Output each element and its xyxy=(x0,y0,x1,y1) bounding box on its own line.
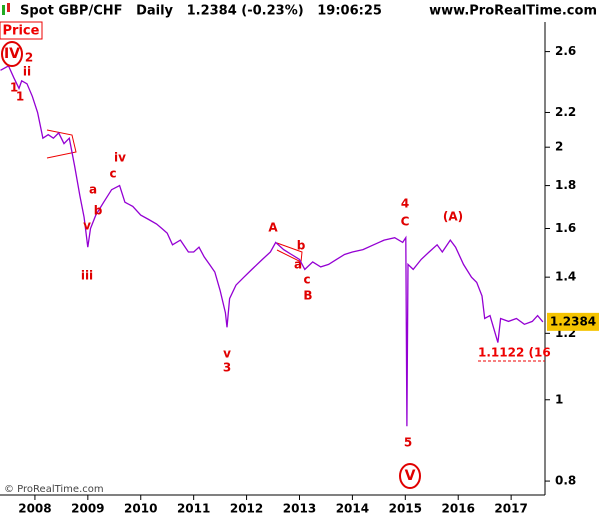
wave-label: (A) xyxy=(443,210,463,224)
wave-circle xyxy=(1,41,23,67)
wave-label: V xyxy=(405,468,416,484)
x-tick-label: 2016 xyxy=(442,502,475,516)
site: www.ProRealTime.com xyxy=(429,4,597,19)
y-tick-label: 2 xyxy=(555,140,563,154)
x-tick-label: 2015 xyxy=(389,502,422,516)
wave-label: v xyxy=(83,219,91,233)
wave-label: a xyxy=(89,183,97,197)
wave-label: B xyxy=(303,289,312,303)
x-tick-label: 2009 xyxy=(71,502,104,516)
icon xyxy=(7,3,10,12)
y-tick-label: 1.8 xyxy=(555,178,576,192)
y-tick-label: 1.4 xyxy=(555,270,576,284)
wave-label: 1 xyxy=(16,90,24,104)
wave-label: 3 xyxy=(223,361,231,375)
wave-label: 4 xyxy=(401,197,409,211)
wave-label: ii xyxy=(23,65,31,79)
x-tick-label: 2013 xyxy=(283,502,316,516)
wave-circle xyxy=(399,463,421,489)
x-tick-label: 2012 xyxy=(230,502,263,516)
last-value-box xyxy=(547,312,599,331)
wave-label: b xyxy=(94,204,103,218)
wave-label: iv xyxy=(114,151,126,165)
x-tick-label: 2008 xyxy=(18,502,51,516)
x-tick-label: 2011 xyxy=(177,502,210,516)
wave-label: 2 xyxy=(25,51,33,65)
panel-label: Price xyxy=(3,24,40,39)
wave-label: a xyxy=(294,258,302,272)
last-value-label: 1.2384 xyxy=(550,314,596,328)
x-tick-label: 2010 xyxy=(124,502,157,516)
wave-label: 5 xyxy=(404,436,412,450)
y-tick-label: 0.8 xyxy=(555,474,576,488)
wave-label: c xyxy=(303,273,310,287)
x-tick-label: 2017 xyxy=(494,502,527,516)
y-tick-label: 2.6 xyxy=(555,44,576,58)
wave-label: A xyxy=(268,221,278,235)
copyright: © ProRealTime.com xyxy=(4,484,104,495)
wedge xyxy=(276,242,303,263)
y-tick-label: 1.6 xyxy=(555,221,576,235)
wave-label: c xyxy=(109,167,116,181)
y-tick-label: 2.2 xyxy=(555,105,576,119)
wave-label: iii xyxy=(81,269,93,283)
wedge xyxy=(46,129,77,159)
header: Spot GBP/CHF Daily 1.2384 (-0.23%) 19:06… xyxy=(20,4,382,19)
wave-label: b xyxy=(297,239,306,253)
x-tick-label: 2014 xyxy=(336,502,369,516)
panel-label-box xyxy=(0,21,43,40)
price-line xyxy=(0,64,544,427)
wave-label: 1 xyxy=(10,81,18,95)
wave-label: IV xyxy=(4,46,20,62)
wave-label: C xyxy=(401,215,410,229)
icon xyxy=(2,5,5,15)
y-tick-label: 1 xyxy=(555,392,563,406)
level-label: 1.1122 (16 xyxy=(478,346,551,360)
wave-label: v xyxy=(223,347,231,361)
